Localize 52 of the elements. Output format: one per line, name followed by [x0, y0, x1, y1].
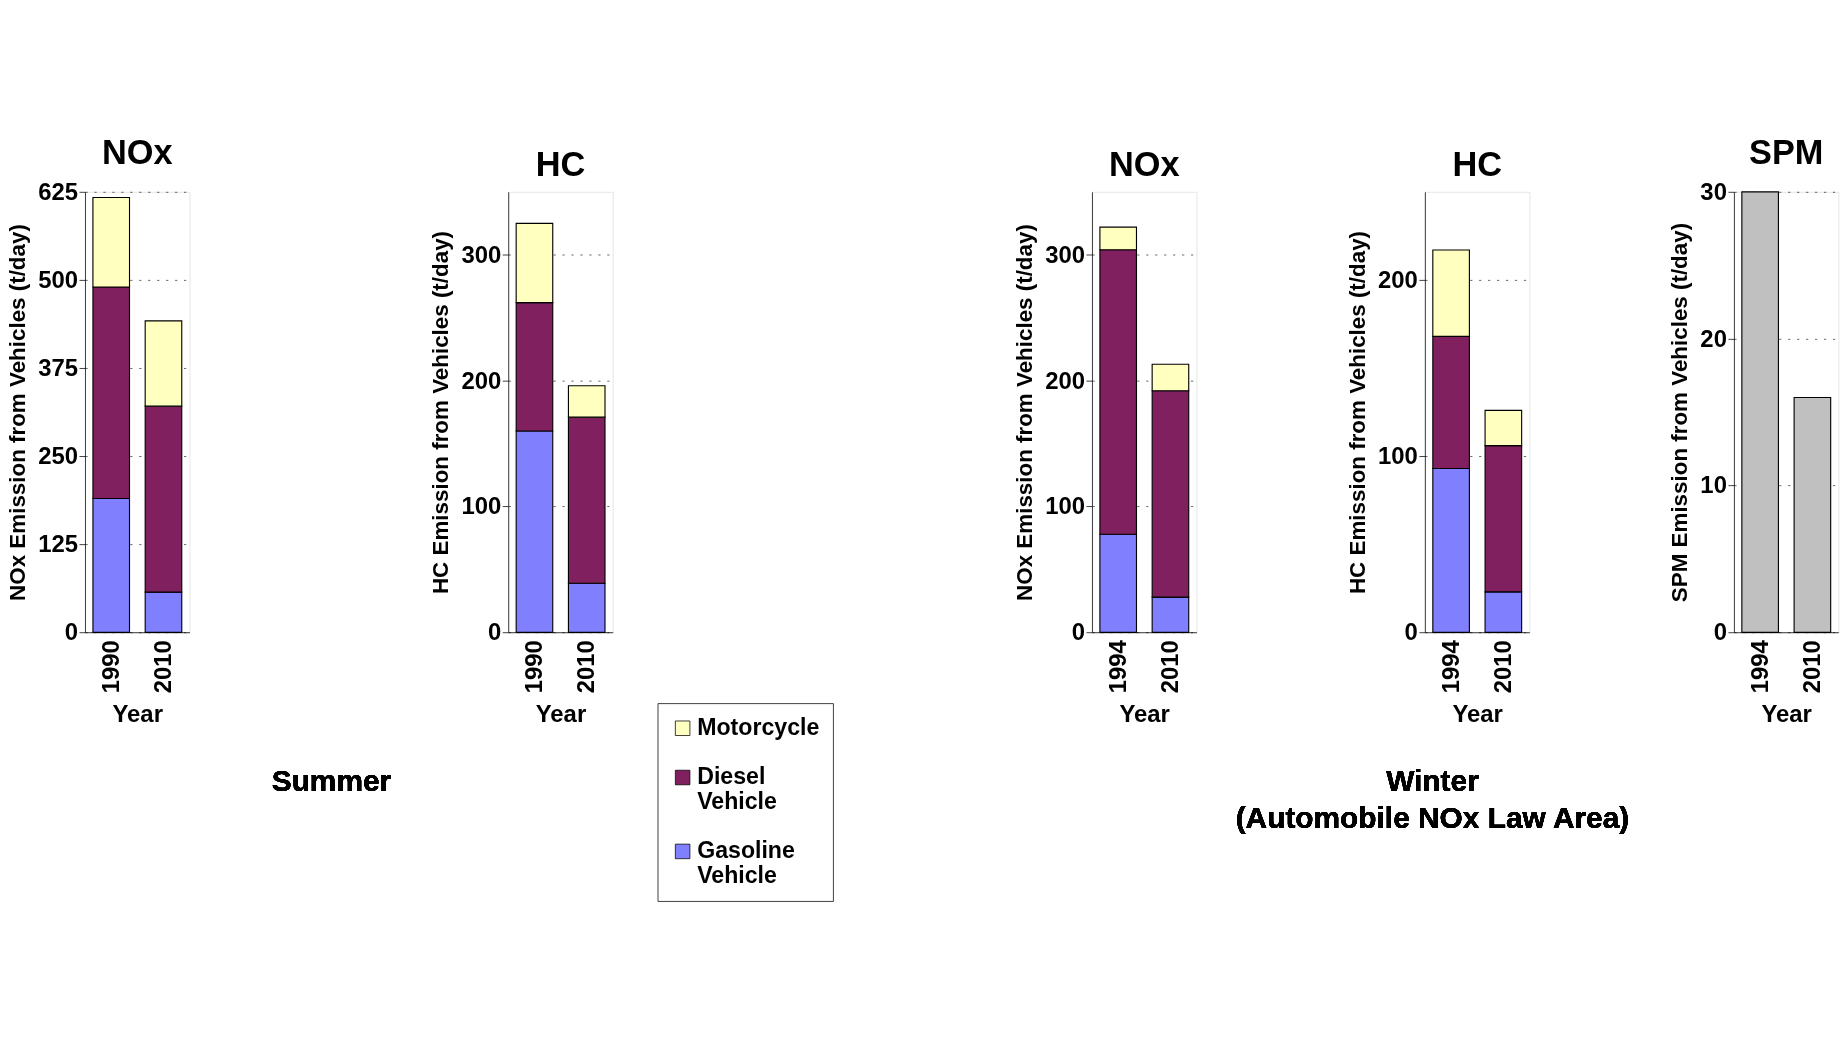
- text: Summer: [271, 763, 392, 797]
- y-axis-title: HC Emission from Vehicles (t/day): [1344, 230, 1370, 595]
- y-tick-label: 500: [38, 265, 78, 293]
- x-axis-title: Year: [112, 700, 163, 728]
- y-tick-label: 300: [1045, 240, 1085, 268]
- x-tick-label: 2010: [1488, 640, 1516, 694]
- y-tick-label: 200: [1045, 366, 1085, 394]
- y-tick-label: 375: [38, 353, 78, 381]
- y-tick-label: 10: [1700, 471, 1727, 499]
- x-axis-title: Year: [1119, 700, 1170, 728]
- chart-title: HC: [1452, 144, 1503, 183]
- y-tick-label: 0: [1071, 618, 1085, 646]
- text: Winter: [1386, 763, 1480, 797]
- x-tick-label: 1994: [1103, 639, 1131, 694]
- y-tick-label: 20: [1700, 324, 1727, 352]
- y-axis-title: NOx Emission from Vehicles (t/day): [1011, 224, 1037, 601]
- x-axis-title: Year: [1452, 700, 1503, 728]
- y-tick-label: 30: [1700, 177, 1727, 205]
- y-tick-label: 0: [64, 618, 78, 646]
- y-axis-title: NOx Emission from Vehicles (t/day): [4, 224, 30, 601]
- chart-title: HC: [535, 144, 586, 183]
- y-axis-title: SPM Emission from Vehicles (t/day): [1666, 222, 1692, 603]
- chart-title: SPM: [1749, 132, 1824, 171]
- y-tick-label: 0: [487, 618, 502, 646]
- x-tick-label: 1994: [1436, 639, 1464, 694]
- chart-title: NOx: [1109, 144, 1180, 183]
- x-tick-label: 2010: [148, 640, 176, 694]
- y-tick-label: 100: [1378, 442, 1418, 470]
- legend-label: Motorcycle: [697, 713, 820, 740]
- x-axis-title: Year: [535, 700, 587, 728]
- y-tick-label: 625: [38, 177, 78, 205]
- y-tick-label: 250: [38, 442, 78, 470]
- y-axis-title: HC Emission from Vehicles (t/day): [427, 230, 453, 595]
- y-tick-label: 300: [461, 240, 502, 268]
- y-tick-label: 0: [1404, 618, 1418, 646]
- y-tick-label: 0: [1713, 618, 1727, 646]
- x-tick-label: 1990: [519, 640, 547, 694]
- text: (Automobile NOx Law Area): [1235, 800, 1630, 834]
- chart-title: NOx: [102, 132, 173, 171]
- y-tick-label: 200: [461, 366, 502, 394]
- x-tick-label: 2010: [572, 640, 600, 694]
- x-tick-label: 2010: [1797, 640, 1825, 694]
- y-tick-label: 100: [461, 492, 502, 520]
- x-axis-title: Year: [1761, 700, 1812, 728]
- y-tick-label: 100: [1045, 492, 1085, 520]
- legend-label: Diesel Vehicle: [697, 763, 778, 814]
- x-tick-label: 1990: [96, 640, 124, 694]
- x-tick-label: 2010: [1155, 640, 1183, 694]
- y-tick-label: 125: [38, 530, 78, 558]
- y-tick-label: 200: [1378, 265, 1418, 293]
- legend-label: Gasoline Vehicle: [697, 837, 795, 888]
- x-tick-label: 1994: [1745, 639, 1773, 694]
